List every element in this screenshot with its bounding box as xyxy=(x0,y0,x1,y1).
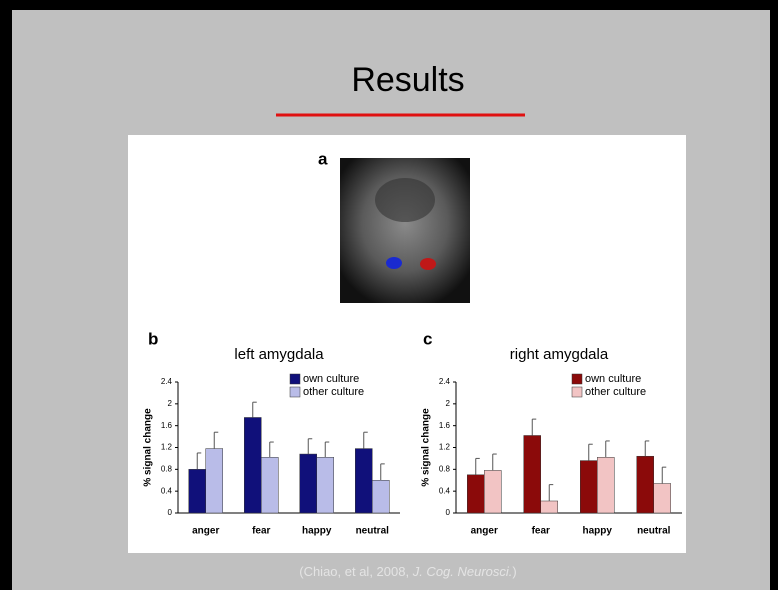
bar xyxy=(316,457,334,514)
y-tick-label: 2 xyxy=(446,399,451,408)
left-amygdala-region xyxy=(386,257,402,269)
right-amygdala-region xyxy=(420,258,436,270)
legend-swatch xyxy=(289,373,301,385)
slide-title: Results xyxy=(351,61,464,99)
y-tick-label: 1.2 xyxy=(161,443,173,452)
bar xyxy=(484,470,502,514)
y-tick-label: 0 xyxy=(168,508,173,517)
legend-label: own culture xyxy=(585,373,641,385)
bar xyxy=(261,457,279,514)
bar xyxy=(205,448,223,514)
chart-title: left amygdala xyxy=(234,346,324,363)
legend-label: other culture xyxy=(585,386,646,398)
x-tick-label: happy xyxy=(302,526,332,537)
y-tick-label: 2 xyxy=(168,399,173,408)
y-tick-label: 1.6 xyxy=(161,421,173,430)
y-tick-label: 2.4 xyxy=(439,377,451,386)
y-axis-label: % signal change xyxy=(143,408,154,487)
y-tick-label: 0.4 xyxy=(439,486,451,495)
bar xyxy=(244,417,262,514)
x-tick-label: fear xyxy=(252,526,270,537)
y-tick-label: 1.2 xyxy=(439,443,451,452)
bar xyxy=(188,469,206,514)
citation: (Chiao, et al, 2008, J. Cog. Neurosci.) xyxy=(299,564,517,579)
bar xyxy=(523,435,541,514)
x-tick-label: happy xyxy=(583,526,613,537)
y-tick-label: 0.8 xyxy=(439,464,451,473)
legend-label: own culture xyxy=(303,373,359,385)
figure-label: a xyxy=(318,149,328,168)
figure-label: b xyxy=(148,329,158,348)
chart-title: right amygdala xyxy=(510,346,609,363)
legend-label: other culture xyxy=(303,386,364,398)
x-tick-label: anger xyxy=(192,526,219,537)
bar xyxy=(467,474,485,514)
citation-part: ) xyxy=(512,564,516,579)
brain-ventricle xyxy=(375,178,435,222)
legend-swatch xyxy=(571,386,583,398)
bar xyxy=(597,457,615,514)
legend-swatch xyxy=(571,373,583,385)
bar xyxy=(636,455,654,514)
x-tick-label: fear xyxy=(532,526,550,537)
bar xyxy=(540,500,558,514)
bar xyxy=(372,480,390,514)
x-tick-label: neutral xyxy=(637,526,671,537)
y-axis-label: % signal change xyxy=(421,408,432,487)
figure-label: c xyxy=(423,329,432,348)
bar xyxy=(355,448,373,514)
bar xyxy=(299,453,317,514)
y-tick-label: 0.4 xyxy=(161,486,173,495)
citation-part: (Chiao, et al, 2008, xyxy=(299,564,412,579)
y-tick-label: 1.6 xyxy=(439,421,451,430)
x-tick-label: neutral xyxy=(356,526,390,537)
legend-swatch xyxy=(289,386,301,398)
bar xyxy=(653,483,671,514)
x-tick-label: anger xyxy=(471,526,498,537)
bar xyxy=(580,460,598,514)
citation-journal: J. Cog. Neurosci. xyxy=(412,564,513,579)
y-tick-label: 2.4 xyxy=(161,377,173,386)
y-tick-label: 0 xyxy=(446,508,451,517)
y-tick-label: 0.8 xyxy=(161,464,173,473)
